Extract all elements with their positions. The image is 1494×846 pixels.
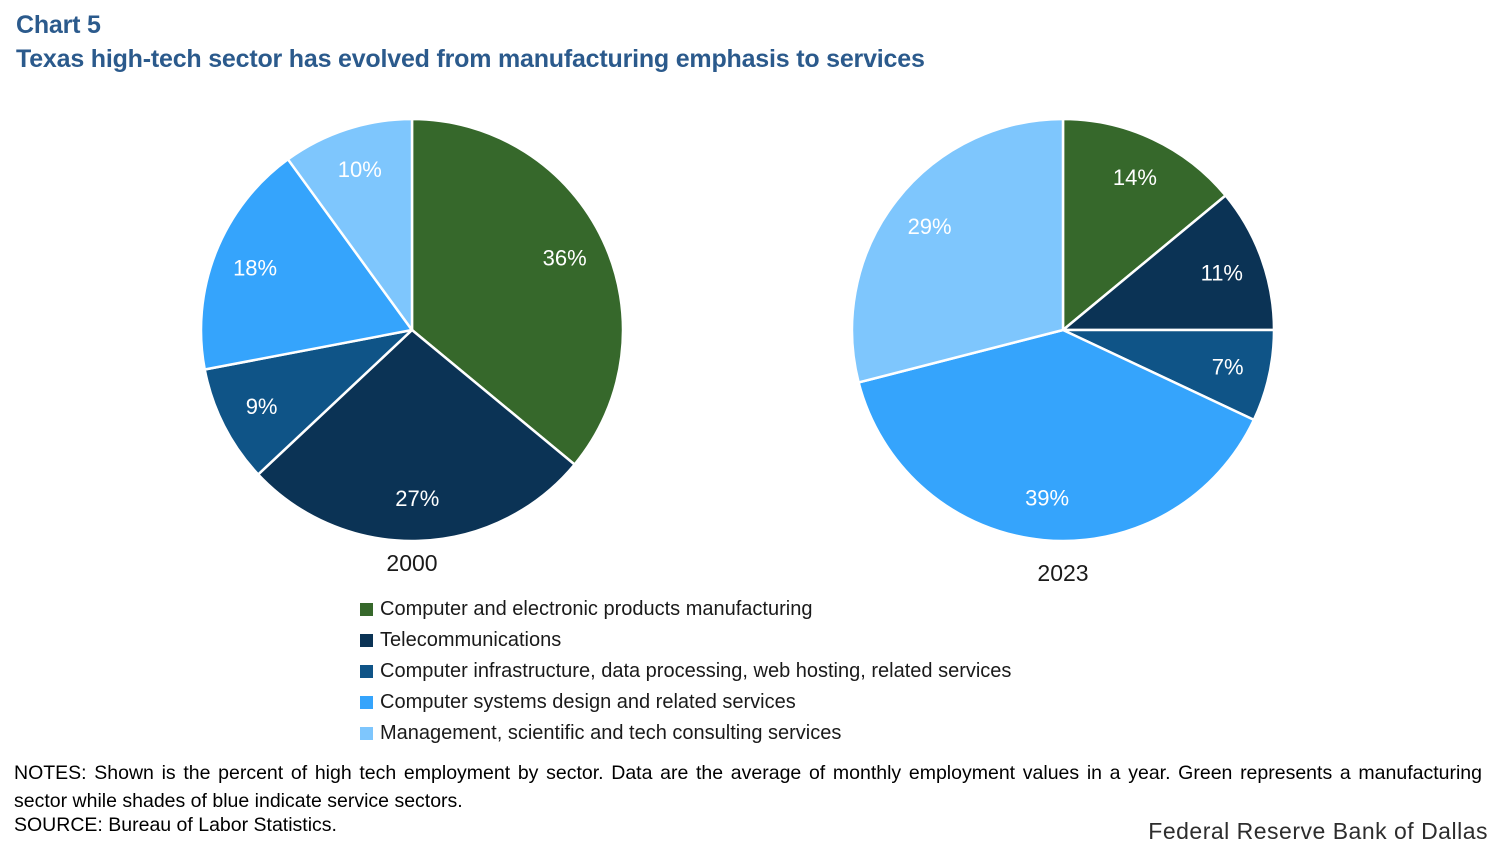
branding-text: Federal Reserve Bank of Dallas: [1148, 818, 1488, 844]
pie-slice: [850, 117, 1065, 384]
legend-label: Telecommunications: [380, 629, 562, 651]
pie-caption-2000: 2000: [386, 550, 438, 576]
notes-text: NOTES: Shown is the percent of high tech…: [14, 762, 1482, 812]
pie-chart-2000: 36% 27% 9% 18% 10%: [199, 117, 625, 543]
legend-item: Computer systems design and related serv…: [360, 687, 1011, 718]
legend-swatch-icon: [360, 727, 373, 740]
pie-slice-label: 11%: [1201, 260, 1243, 285]
pie-slice: [857, 328, 1256, 543]
pie-chart-2023: 14% 11% 7% 39% 29%: [850, 117, 1276, 543]
source-text: SOURCE: Bureau of Labor Statistics.: [14, 814, 337, 836]
pie-slice: [410, 117, 625, 466]
legend: Computer and electronic products manufac…: [360, 594, 1011, 749]
legend-label: Computer systems design and related serv…: [380, 691, 796, 713]
legend-swatch-icon: [360, 634, 373, 647]
pie-slice-label: 9%: [246, 394, 278, 419]
legend-label: Management, scientific and tech consulti…: [380, 722, 842, 744]
legend-item: Computer and electronic products manufac…: [360, 594, 1011, 625]
legend-item: Computer infrastructure, data processing…: [360, 656, 1011, 687]
pie-slice: [286, 117, 414, 332]
pie-slice: [1061, 117, 1227, 332]
pie-slice-label: 29%: [908, 214, 952, 239]
pie-slice: [203, 328, 414, 476]
legend-swatch-icon: [360, 665, 373, 678]
pie-slice-label: 18%: [233, 255, 277, 280]
chart-header: Chart 5 Texas high-tech sector has evolv…: [16, 8, 925, 76]
chart-number: Chart 5: [16, 11, 101, 39]
pie-slice-label: 14%: [1113, 165, 1157, 190]
legend-item: Telecommunications: [360, 625, 1011, 656]
legend-item: Management, scientific and tech consulti…: [360, 718, 1011, 749]
pie-slice-label: 7%: [1212, 354, 1244, 379]
pie-caption-2023: 2023: [1037, 560, 1089, 586]
page-title: Texas high-tech sector has evolved from …: [16, 45, 925, 73]
pie-slice-label: 39%: [1025, 486, 1069, 511]
pie-slice-label: 36%: [543, 246, 587, 271]
pie-slice: [256, 328, 576, 543]
pie-slice-label: 27%: [395, 486, 439, 511]
legend-label: Computer infrastructure, data processing…: [380, 660, 1012, 682]
pie-slice: [1061, 194, 1276, 332]
pie-slice-label: 10%: [338, 157, 382, 182]
legend-label: Computer and electronic products manufac…: [380, 598, 813, 620]
pie-slice: [199, 158, 414, 371]
legend-swatch-icon: [360, 696, 373, 709]
legend-swatch-icon: [360, 603, 373, 616]
